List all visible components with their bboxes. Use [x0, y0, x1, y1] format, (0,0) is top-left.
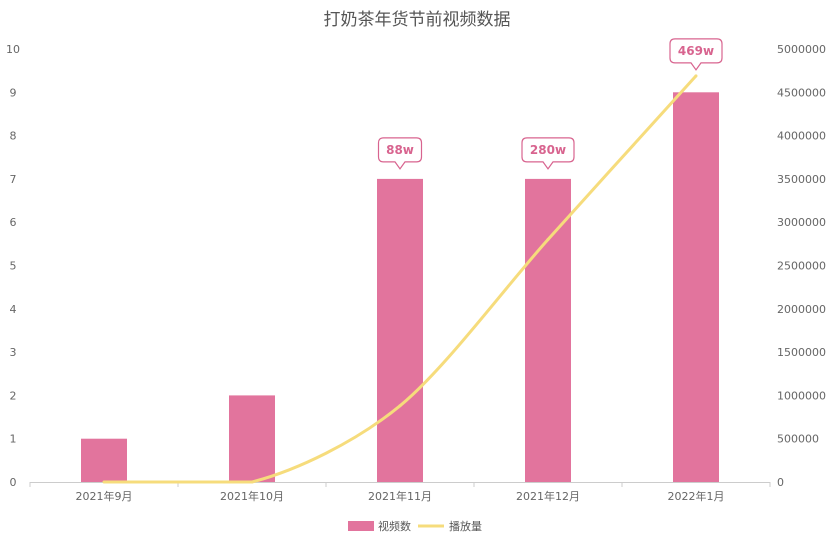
- right-tick-label: 2000000: [777, 303, 826, 316]
- legend-swatch-bar: [348, 521, 374, 531]
- callout-bubble: [669, 38, 723, 71]
- bar: [81, 438, 127, 482]
- right-tick-label: 4000000: [777, 130, 826, 143]
- right-tick-label: 5000000: [777, 43, 826, 56]
- bar-series: [81, 92, 719, 483]
- legend-label: 视频数: [378, 519, 411, 533]
- right-axis: 0 500000 1000000 1500000 2000000 2500000 30000…: [777, 43, 826, 489]
- x-axis: 2021年9月 2021年10月 2021年11月 2021年12月 2022年1月: [29, 482, 771, 503]
- chart-title: 打奶茶年货节前视频数据: [324, 10, 511, 30]
- left-tick-label: 7: [10, 173, 17, 186]
- right-tick-label: 1000000: [777, 389, 826, 402]
- left-tick-label: 8: [10, 130, 17, 143]
- left-tick-label: 2: [10, 389, 17, 402]
- left-tick-label: 9: [10, 86, 17, 99]
- callout-bubble: [377, 137, 423, 170]
- left-tick-label: 6: [10, 216, 17, 229]
- left-axis: 0 1 2 3 4 5 6 7 8 9 10: [6, 43, 20, 489]
- callouts: 88w 280w 469w: [377, 38, 723, 170]
- callout-label: 280w: [530, 143, 566, 157]
- line-point: [398, 404, 402, 408]
- x-tick-label: 2022年1月: [668, 489, 725, 503]
- line-point: [250, 480, 254, 484]
- x-tick-label: 2021年12月: [516, 489, 580, 503]
- bar: [525, 178, 571, 482]
- line-point: [102, 480, 106, 484]
- line-point: [546, 238, 550, 242]
- right-tick-label: 500000: [777, 433, 819, 446]
- right-tick-label: 2500000: [777, 260, 826, 273]
- callout-bubble: [521, 137, 575, 170]
- callout-label: 88w: [386, 143, 414, 157]
- line-series: [102, 74, 698, 484]
- bar: [673, 92, 719, 483]
- x-tick-label: 2021年10月: [220, 489, 284, 503]
- right-tick-label: 1500000: [777, 346, 826, 359]
- left-tick-label: 5: [10, 260, 17, 273]
- x-tick-label: 2021年11月: [368, 489, 432, 503]
- right-tick-label: 3500000: [777, 173, 826, 186]
- left-tick-label: 10: [6, 43, 20, 56]
- left-tick-label: 3: [10, 346, 17, 359]
- callout-label: 469w: [678, 44, 714, 58]
- legend-label: 播放量: [449, 519, 482, 533]
- x-tick-label: 2021年9月: [76, 489, 133, 503]
- right-tick-label: 0: [777, 476, 784, 489]
- right-tick-label: 3000000: [777, 216, 826, 229]
- bar: [229, 395, 275, 482]
- left-tick-label: 1: [10, 433, 17, 446]
- legend: 视频数 播放量: [348, 519, 482, 533]
- right-tick-label: 4500000: [777, 86, 826, 99]
- line-point: [694, 74, 698, 78]
- left-tick-label: 4: [10, 303, 17, 316]
- bar: [377, 178, 423, 482]
- left-tick-label: 0: [10, 476, 17, 489]
- line-path: [104, 74, 698, 484]
